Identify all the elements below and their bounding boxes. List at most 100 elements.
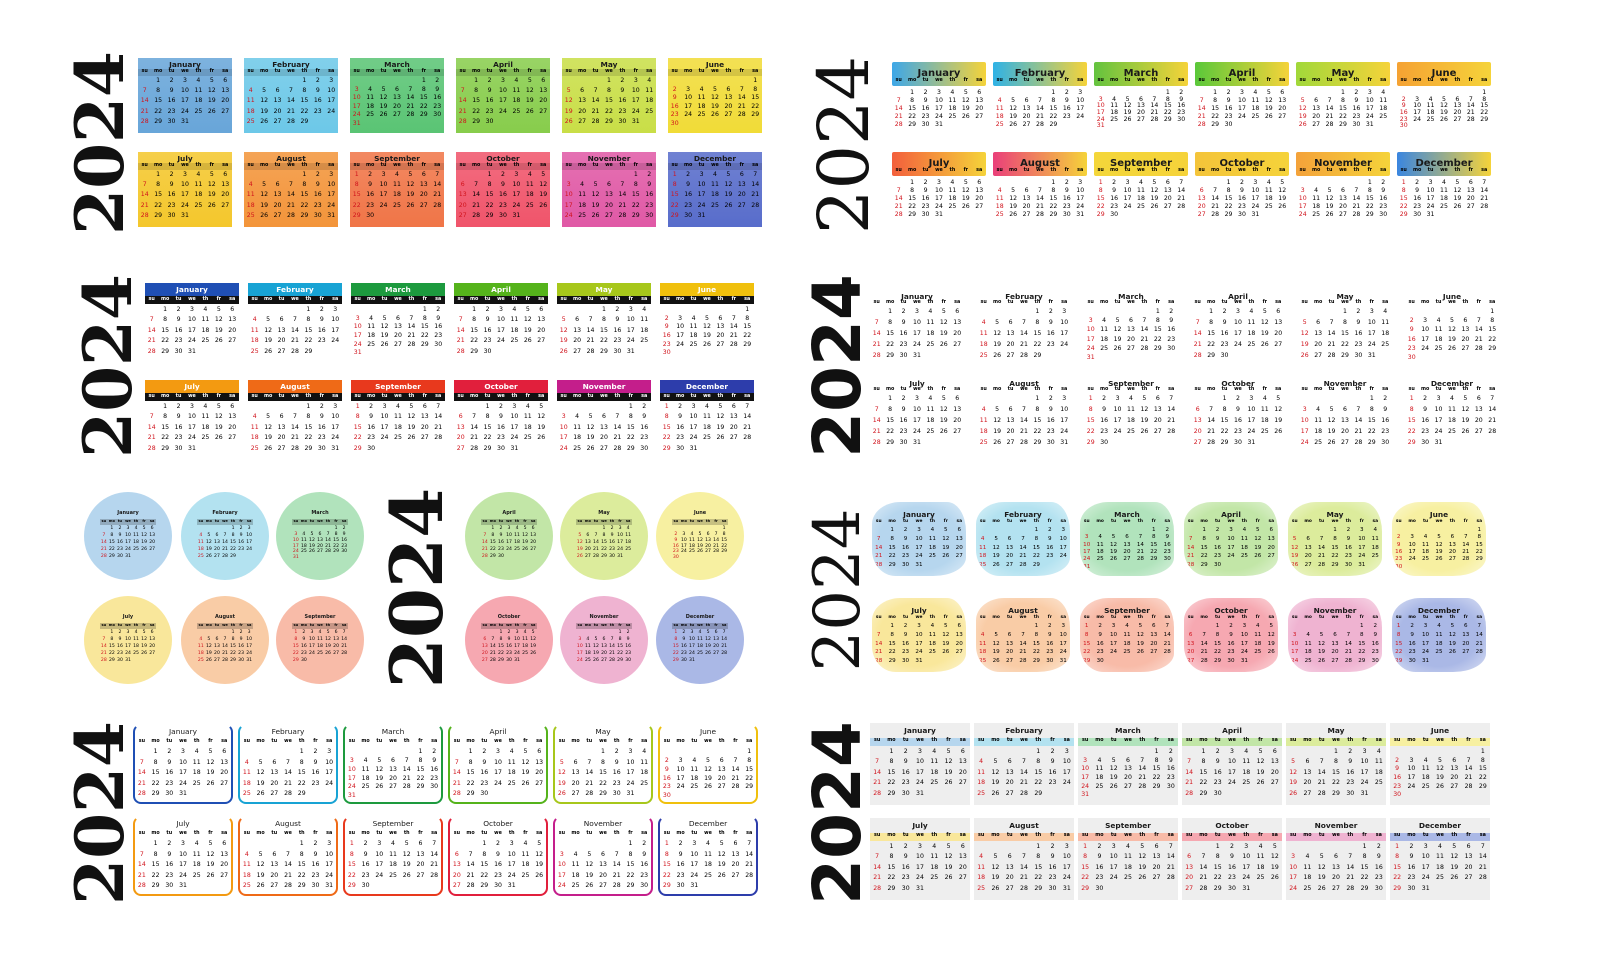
week-row: 21 22 23 24 25 26 27: [1184, 554, 1278, 560]
day-26: 26: [260, 211, 269, 219]
day-16: 16: [300, 644, 307, 649]
day-15: 15: [1207, 330, 1216, 337]
weekday-su: su: [251, 296, 258, 302]
day-empty: [1195, 90, 1208, 96]
day-empty: [953, 659, 966, 665]
day-4: 4: [997, 97, 1002, 104]
day-17: 17: [499, 97, 507, 105]
weekday-mo: mo: [263, 393, 273, 399]
day-30: 30: [117, 658, 123, 663]
month-title: March: [1118, 292, 1144, 301]
week-row: 7 8 9 10 11 12 13: [892, 187, 986, 194]
week-row: 25 26 27 28 29 30 31: [240, 883, 336, 889]
day-3: 3: [247, 630, 251, 635]
weekday-row: su mo tu we th fr sa: [1182, 833, 1282, 839]
day-31: 31: [631, 117, 640, 125]
weekday-row: su mo tu we th fr sa: [197, 519, 253, 524]
day-3: 3: [1242, 623, 1247, 629]
day-10: 10: [325, 758, 334, 766]
day-30: 30: [1352, 121, 1361, 128]
day-empty: [400, 883, 414, 889]
day-11: 11: [366, 94, 375, 101]
day-7: 7: [593, 87, 598, 95]
day-20: 20: [599, 871, 607, 879]
day-1: 1: [1480, 748, 1485, 755]
day-16: 16: [497, 423, 505, 431]
day-10: 10: [1247, 406, 1256, 413]
weekday-th: th: [301, 163, 308, 168]
day-29: 29: [230, 658, 236, 663]
weekday-sa: sa: [746, 739, 753, 744]
day-empty: [254, 749, 268, 755]
day-4: 4: [515, 526, 519, 531]
day-6: 6: [223, 77, 228, 84]
day-28: 28: [1020, 439, 1028, 446]
day-15: 15: [292, 644, 299, 649]
day-14: 14: [1346, 863, 1355, 871]
weekday-we: we: [494, 739, 502, 744]
day-18: 18: [197, 651, 204, 656]
day-19: 19: [1267, 640, 1275, 647]
day-15: 15: [672, 644, 679, 649]
month-title: September: [375, 382, 421, 391]
day-4: 4: [194, 840, 199, 847]
day-11: 11: [317, 637, 323, 642]
weekday-su: su: [1400, 78, 1407, 83]
weekday-sa: sa: [1489, 387, 1496, 392]
day-4: 4: [1102, 317, 1107, 325]
weekday-th: th: [705, 623, 711, 627]
day-20: 20: [1461, 335, 1470, 343]
weekday-row: su mo tu we th fr sa: [248, 296, 342, 303]
weekday-mo: mo: [675, 393, 685, 399]
day-28: 28: [1464, 782, 1473, 790]
day-31: 31: [1358, 562, 1366, 569]
week-row: 23 24 25 26 27 28 29: [1397, 116, 1491, 123]
day-1: 1: [1201, 748, 1206, 755]
day-26: 26: [591, 211, 600, 219]
day-19: 19: [593, 651, 599, 656]
weekday-mo: mo: [1210, 168, 1220, 173]
day-empty: [431, 213, 444, 219]
day-6: 6: [279, 316, 284, 324]
day-22: 22: [672, 651, 679, 656]
day-22: 22: [1358, 649, 1366, 656]
day-2: 2: [678, 403, 683, 410]
day-28: 28: [402, 783, 411, 791]
day-30: 30: [640, 882, 649, 890]
day-empty: [1006, 180, 1019, 186]
day-17: 17: [1113, 417, 1122, 424]
day-10: 10: [309, 637, 315, 642]
day-20: 20: [1005, 779, 1014, 787]
day-19: 19: [1256, 768, 1265, 776]
weekday-fr: fr: [216, 296, 222, 302]
day-9: 9: [682, 637, 686, 642]
day-14: 14: [434, 413, 443, 421]
day-21: 21: [731, 774, 740, 782]
weekday-th: th: [929, 615, 935, 620]
day-1: 1: [334, 526, 338, 531]
weekday-su: su: [1198, 168, 1205, 173]
day-19: 19: [260, 107, 269, 115]
day-28: 28: [434, 434, 443, 442]
weekday-fr: fr: [209, 163, 215, 168]
day-18: 18: [977, 779, 986, 787]
weekday-fr: fr: [1369, 387, 1375, 392]
day-empty: [1262, 212, 1275, 218]
day-29: 29: [600, 347, 608, 355]
week-row: 24 25 26 27 28 29 30: [1286, 885, 1386, 892]
day-25: 25: [201, 337, 210, 345]
weekday-fr: fr: [941, 300, 947, 305]
day-17: 17: [1123, 195, 1132, 202]
day-15: 15: [352, 191, 361, 199]
day-24: 24: [1421, 344, 1430, 352]
day-10: 10: [125, 533, 131, 538]
week-row: 30: [668, 120, 762, 127]
day-19: 19: [1435, 549, 1443, 555]
day-empty: [192, 119, 205, 125]
weekday-th: th: [609, 519, 615, 523]
day-16: 16: [625, 644, 632, 649]
day-empty: [660, 749, 674, 755]
day-12: 12: [141, 637, 148, 642]
weekday-row: su mo tu we th fr sa: [668, 163, 762, 169]
